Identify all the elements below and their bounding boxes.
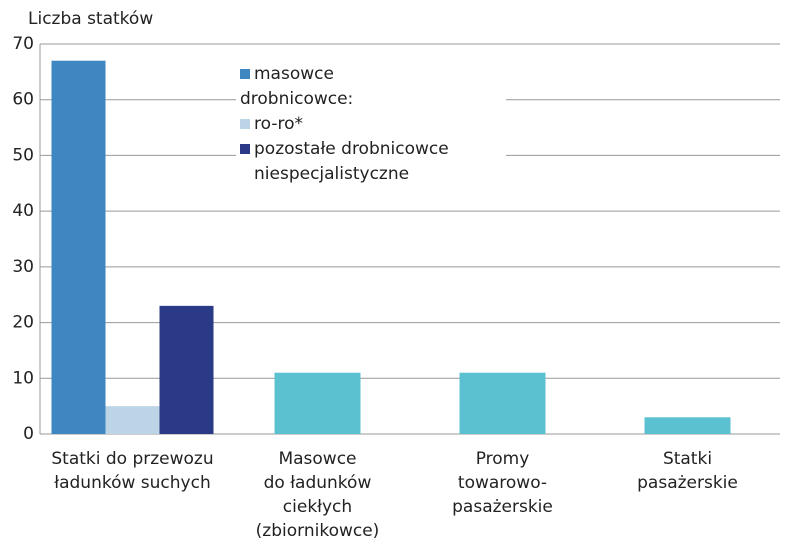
y-tick-label: 50: [12, 145, 34, 165]
x-tick-label: Statki do przewozu ładunków suchych: [51, 449, 213, 493]
bar: [51, 60, 106, 434]
x-tick-label-line: pasażerskie: [452, 497, 553, 517]
x-tick-label-line: ładunków suchych: [54, 473, 210, 493]
legend-item: masowce: [240, 62, 502, 87]
x-tick-label: Statki pasażerskie: [637, 449, 738, 493]
y-tick-label: 0: [23, 424, 34, 444]
legend-swatch: [240, 69, 250, 79]
x-tick-label-line: Statki do przewozu: [51, 449, 213, 469]
bar: [274, 372, 361, 434]
legend-label: ro-ro*: [254, 114, 303, 134]
x-tick-label-line: Promy: [476, 449, 530, 469]
legend-label: masowce: [254, 64, 334, 84]
legend-group-label: drobnicowce:: [240, 89, 354, 109]
x-tick-label-line: do ładunków: [264, 473, 372, 493]
y-tick-label: 70: [12, 34, 34, 54]
y-tick-label: 30: [12, 257, 34, 277]
x-tick-label: Masowce do ładunków ciekłych (zbiornikowce): [256, 449, 380, 541]
x-tick-label-line: Masowce: [278, 449, 356, 469]
bar: [644, 417, 731, 434]
legend: masowce drobnicowce: ro-ro* pozostałe drobn…: [236, 60, 506, 189]
x-tick-label-line: towarowo-: [458, 473, 547, 493]
legend-label: pozostałe drobnicowce niespecjalistyczne: [254, 139, 449, 184]
x-tick-label: Promy towarowo-pasażerskie: [452, 449, 553, 517]
bar: [159, 305, 214, 434]
y-tick-label: 60: [12, 90, 34, 110]
x-tick-label-line: Statki: [663, 449, 712, 469]
bar: [459, 372, 546, 434]
y-tick-label: 40: [12, 201, 34, 221]
x-tick-label-line: pasażerskie: [637, 473, 738, 493]
legend-swatch: [240, 144, 250, 154]
bar: [105, 406, 160, 434]
legend-swatch: [240, 119, 250, 129]
legend-item: ro-ro*: [240, 112, 502, 137]
legend-item: pozostałe drobnicowce niespecjalistyczne: [240, 137, 502, 187]
x-tick-label-line: ciekłych: [283, 497, 352, 517]
x-tick-label-line: (zbiornikowce): [256, 521, 380, 541]
y-axis-label: Liczba statków: [28, 9, 153, 29]
y-tick-label: 10: [12, 368, 34, 388]
y-tick-label: 20: [12, 313, 34, 333]
